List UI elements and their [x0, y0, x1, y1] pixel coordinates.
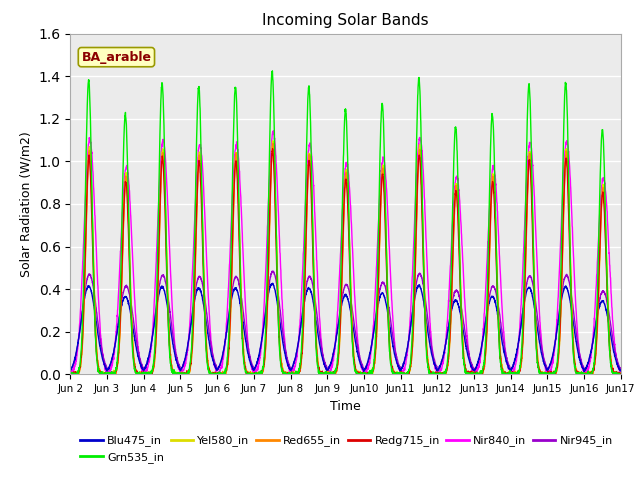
Grn535_in: [67, 370, 74, 375]
Nir945_in: [433, 369, 441, 375]
Line: Red655_in: Red655_in: [70, 144, 621, 374]
Nir945_in: [67, 369, 74, 375]
Redg715_in: [617, 371, 625, 377]
Nir840_in: [162, 165, 170, 170]
Yel580_in: [617, 372, 625, 377]
Redg715_in: [301, 254, 309, 260]
Title: Incoming Solar Bands: Incoming Solar Bands: [262, 13, 429, 28]
Blu475_in: [547, 360, 554, 366]
Red655_in: [547, 372, 554, 377]
Yel580_in: [129, 349, 137, 355]
Blu475_in: [617, 368, 625, 373]
Yel580_in: [269, 138, 276, 144]
Blu475_in: [162, 294, 170, 300]
Grn535_in: [269, 68, 276, 74]
Grn535_in: [162, 227, 170, 233]
Grn535_in: [606, 355, 614, 361]
Nir840_in: [104, 372, 111, 377]
Yel580_in: [606, 347, 614, 352]
Blu475_in: [606, 329, 614, 335]
Redg715_in: [162, 239, 170, 245]
Yel580_in: [67, 372, 75, 377]
Red655_in: [129, 348, 137, 353]
Nir840_in: [302, 197, 310, 203]
Nir840_in: [129, 268, 137, 274]
Red655_in: [67, 372, 74, 377]
Blu475_in: [67, 367, 74, 372]
Nir840_in: [278, 292, 285, 298]
Grn535_in: [547, 371, 555, 377]
Grn535_in: [302, 190, 310, 196]
Text: BA_arable: BA_arable: [81, 51, 152, 64]
Grn535_in: [278, 366, 285, 372]
Nir945_in: [547, 360, 555, 365]
Yel580_in: [278, 360, 285, 366]
Nir945_in: [129, 315, 137, 321]
Blu475_in: [278, 331, 285, 336]
Nir945_in: [606, 318, 614, 324]
Line: Nir945_in: Nir945_in: [70, 271, 621, 372]
Red655_in: [606, 346, 614, 351]
Redg715_in: [278, 365, 285, 371]
Yel580_in: [547, 372, 555, 377]
Blu475_in: [301, 293, 309, 299]
Yel580_in: [302, 255, 310, 261]
Nir840_in: [606, 269, 614, 275]
Red655_in: [269, 141, 277, 146]
Legend: Blu475_in, Grn535_in, Yel580_in, Red655_in, Redg715_in, Nir840_in, Nir945_in: Blu475_in, Grn535_in, Yel580_in, Red655_…: [76, 431, 618, 468]
Y-axis label: Solar Radiation (W/m2): Solar Radiation (W/m2): [20, 131, 33, 277]
Yel580_in: [67, 371, 74, 377]
Grn535_in: [617, 372, 625, 377]
Nir945_in: [617, 366, 625, 372]
Nir840_in: [617, 370, 625, 375]
X-axis label: Time: Time: [330, 400, 361, 413]
Grn535_in: [129, 356, 137, 362]
Nir840_in: [269, 128, 277, 134]
Line: Yel580_in: Yel580_in: [70, 141, 621, 374]
Redg715_in: [269, 146, 276, 152]
Red655_in: [162, 220, 170, 226]
Yel580_in: [162, 224, 170, 229]
Nir945_in: [268, 268, 276, 274]
Line: Redg715_in: Redg715_in: [70, 149, 621, 374]
Red655_in: [278, 360, 285, 366]
Line: Grn535_in: Grn535_in: [70, 71, 621, 374]
Nir840_in: [67, 371, 74, 376]
Nir945_in: [301, 287, 309, 293]
Red655_in: [617, 371, 625, 377]
Nir840_in: [547, 367, 555, 373]
Nir945_in: [162, 280, 170, 286]
Red655_in: [301, 262, 309, 268]
Blu475_in: [269, 280, 276, 286]
Line: Blu475_in: Blu475_in: [70, 283, 621, 372]
Grn535_in: [67, 372, 74, 377]
Redg715_in: [129, 353, 137, 359]
Redg715_in: [547, 370, 554, 376]
Blu475_in: [580, 369, 588, 374]
Nir945_in: [278, 320, 285, 325]
Blu475_in: [129, 326, 137, 332]
Line: Nir840_in: Nir840_in: [70, 131, 621, 374]
Redg715_in: [606, 350, 614, 356]
Redg715_in: [67, 372, 74, 377]
